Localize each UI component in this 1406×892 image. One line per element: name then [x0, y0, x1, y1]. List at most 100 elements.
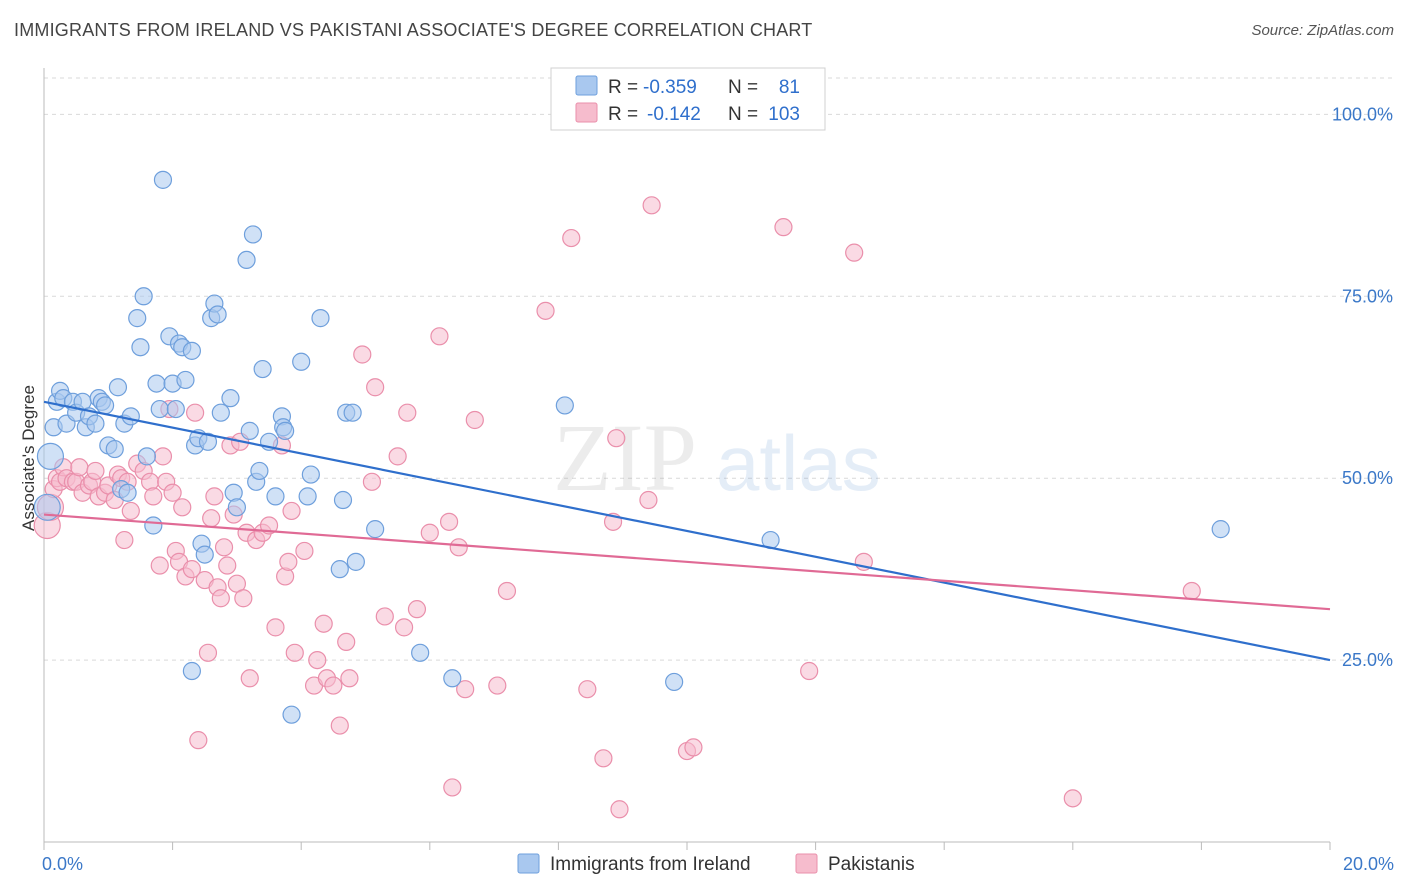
point-pakistani — [394, 618, 414, 637]
point-pakistani — [295, 541, 314, 561]
point-pakistani — [150, 556, 169, 575]
point-pakistani — [578, 680, 597, 699]
point-pakistani — [536, 301, 555, 320]
point-pakistani — [845, 243, 864, 262]
point-ireland — [105, 439, 124, 459]
y-tick-labels: 25.0% 50.0% 75.0% 100.0% — [1332, 104, 1393, 670]
point-ireland — [555, 396, 574, 415]
point-pakistani — [439, 512, 459, 531]
point-pakistani — [214, 538, 234, 557]
point-ireland — [250, 461, 269, 481]
legend-swatch-pakistani — [575, 102, 598, 123]
point-pakistani — [443, 778, 462, 797]
point-pakistani — [211, 589, 230, 608]
point-ireland — [346, 552, 365, 571]
point-pakistani — [362, 472, 382, 491]
point-ireland — [134, 287, 153, 306]
point-ireland — [86, 414, 105, 433]
point-pakistani — [430, 327, 449, 346]
source-label: Source: ZipAtlas.com — [1251, 22, 1394, 39]
x-tick-labels: 0.0% 20.0% — [42, 854, 1394, 874]
point-ireland — [298, 487, 317, 506]
point-pakistani — [70, 458, 89, 477]
point-ireland — [227, 498, 246, 517]
y-tick-label: 100.0% — [1332, 104, 1393, 124]
legend-r-label-ireland: R = — [608, 77, 638, 98]
point-ireland — [665, 672, 684, 692]
point-pakistani — [388, 447, 407, 466]
point-ireland — [118, 483, 137, 502]
point-pakistani — [285, 643, 304, 662]
point-pakistani — [308, 650, 327, 670]
point-pakistani — [774, 218, 793, 237]
point-ireland — [150, 399, 169, 419]
point-ireland — [243, 225, 263, 244]
point-pakistani — [189, 731, 208, 750]
x-tick-label-max: 20.0% — [1343, 854, 1394, 874]
y-tick-label: 25.0% — [1342, 650, 1393, 670]
point-ireland — [198, 432, 218, 451]
point-pakistani — [488, 676, 507, 695]
point-pakistani — [266, 618, 285, 637]
x-tick-label-min: 0.0% — [42, 854, 83, 874]
point-pakistani — [115, 530, 134, 550]
point-pakistani — [218, 556, 237, 575]
point-pakistani — [173, 498, 192, 517]
y-tick-label: 75.0% — [1342, 286, 1393, 306]
point-ireland — [330, 560, 349, 579]
point-ireland — [311, 309, 330, 328]
point-pakistani — [684, 738, 703, 757]
legend-n-value-pakistani: 103 — [768, 104, 800, 125]
point-ireland — [147, 374, 166, 393]
point-pakistani — [398, 403, 417, 422]
point-pakistani — [330, 716, 349, 735]
stats-legend: R = -0.359 N = 81 R = -0.142 N = 103 — [550, 67, 826, 131]
point-ireland — [36, 442, 65, 470]
legend-n-label-ireland: N = — [728, 77, 758, 98]
legend-swatch-ireland — [575, 75, 598, 96]
point-ireland — [1211, 520, 1230, 539]
point-pakistani — [497, 581, 517, 601]
point-ireland — [33, 493, 61, 521]
point-ireland — [366, 520, 385, 539]
point-pakistani — [407, 600, 427, 619]
legend-n-value-ireland: 81 — [779, 77, 800, 98]
point-ireland — [153, 170, 173, 189]
bottom-legend-swatch-ireland — [517, 853, 540, 874]
trend-line-pakistani — [43, 513, 1331, 611]
point-pakistani — [186, 403, 205, 422]
bottom-legend-label-pakistani: Pakistanis — [828, 854, 915, 875]
point-pakistani — [1063, 789, 1082, 808]
point-pakistani — [456, 680, 475, 699]
point-ireland — [282, 705, 301, 724]
point-pakistani — [1182, 581, 1201, 601]
point-pakistani — [340, 669, 359, 688]
trend-lines — [43, 400, 1331, 662]
point-ireland — [108, 378, 128, 397]
point-pakistani — [198, 643, 218, 662]
point-pakistani — [144, 487, 163, 506]
point-ireland — [166, 399, 185, 419]
point-ireland — [343, 403, 362, 422]
y-tick-label: 50.0% — [1342, 468, 1393, 488]
watermark-atlas: atlas — [716, 419, 881, 507]
point-ireland — [276, 421, 295, 440]
point-ireland — [182, 661, 201, 681]
point-ireland — [411, 643, 430, 662]
point-ireland — [182, 341, 201, 360]
point-pakistani — [594, 749, 613, 768]
point-ireland — [128, 309, 147, 328]
point-pakistani — [366, 378, 385, 397]
point-pakistani — [153, 447, 173, 466]
point-ireland — [144, 516, 163, 535]
point-pakistani — [353, 345, 372, 364]
point-pakistani — [420, 523, 439, 542]
point-pakistani — [642, 196, 661, 215]
point-ireland — [333, 490, 353, 510]
point-pakistani — [639, 490, 658, 510]
legend-r-value-ireland: -0.359 — [643, 77, 697, 98]
point-ireland — [137, 447, 156, 466]
point-ireland — [121, 407, 140, 426]
legend-r-value-pakistani: -0.142 — [647, 104, 701, 125]
